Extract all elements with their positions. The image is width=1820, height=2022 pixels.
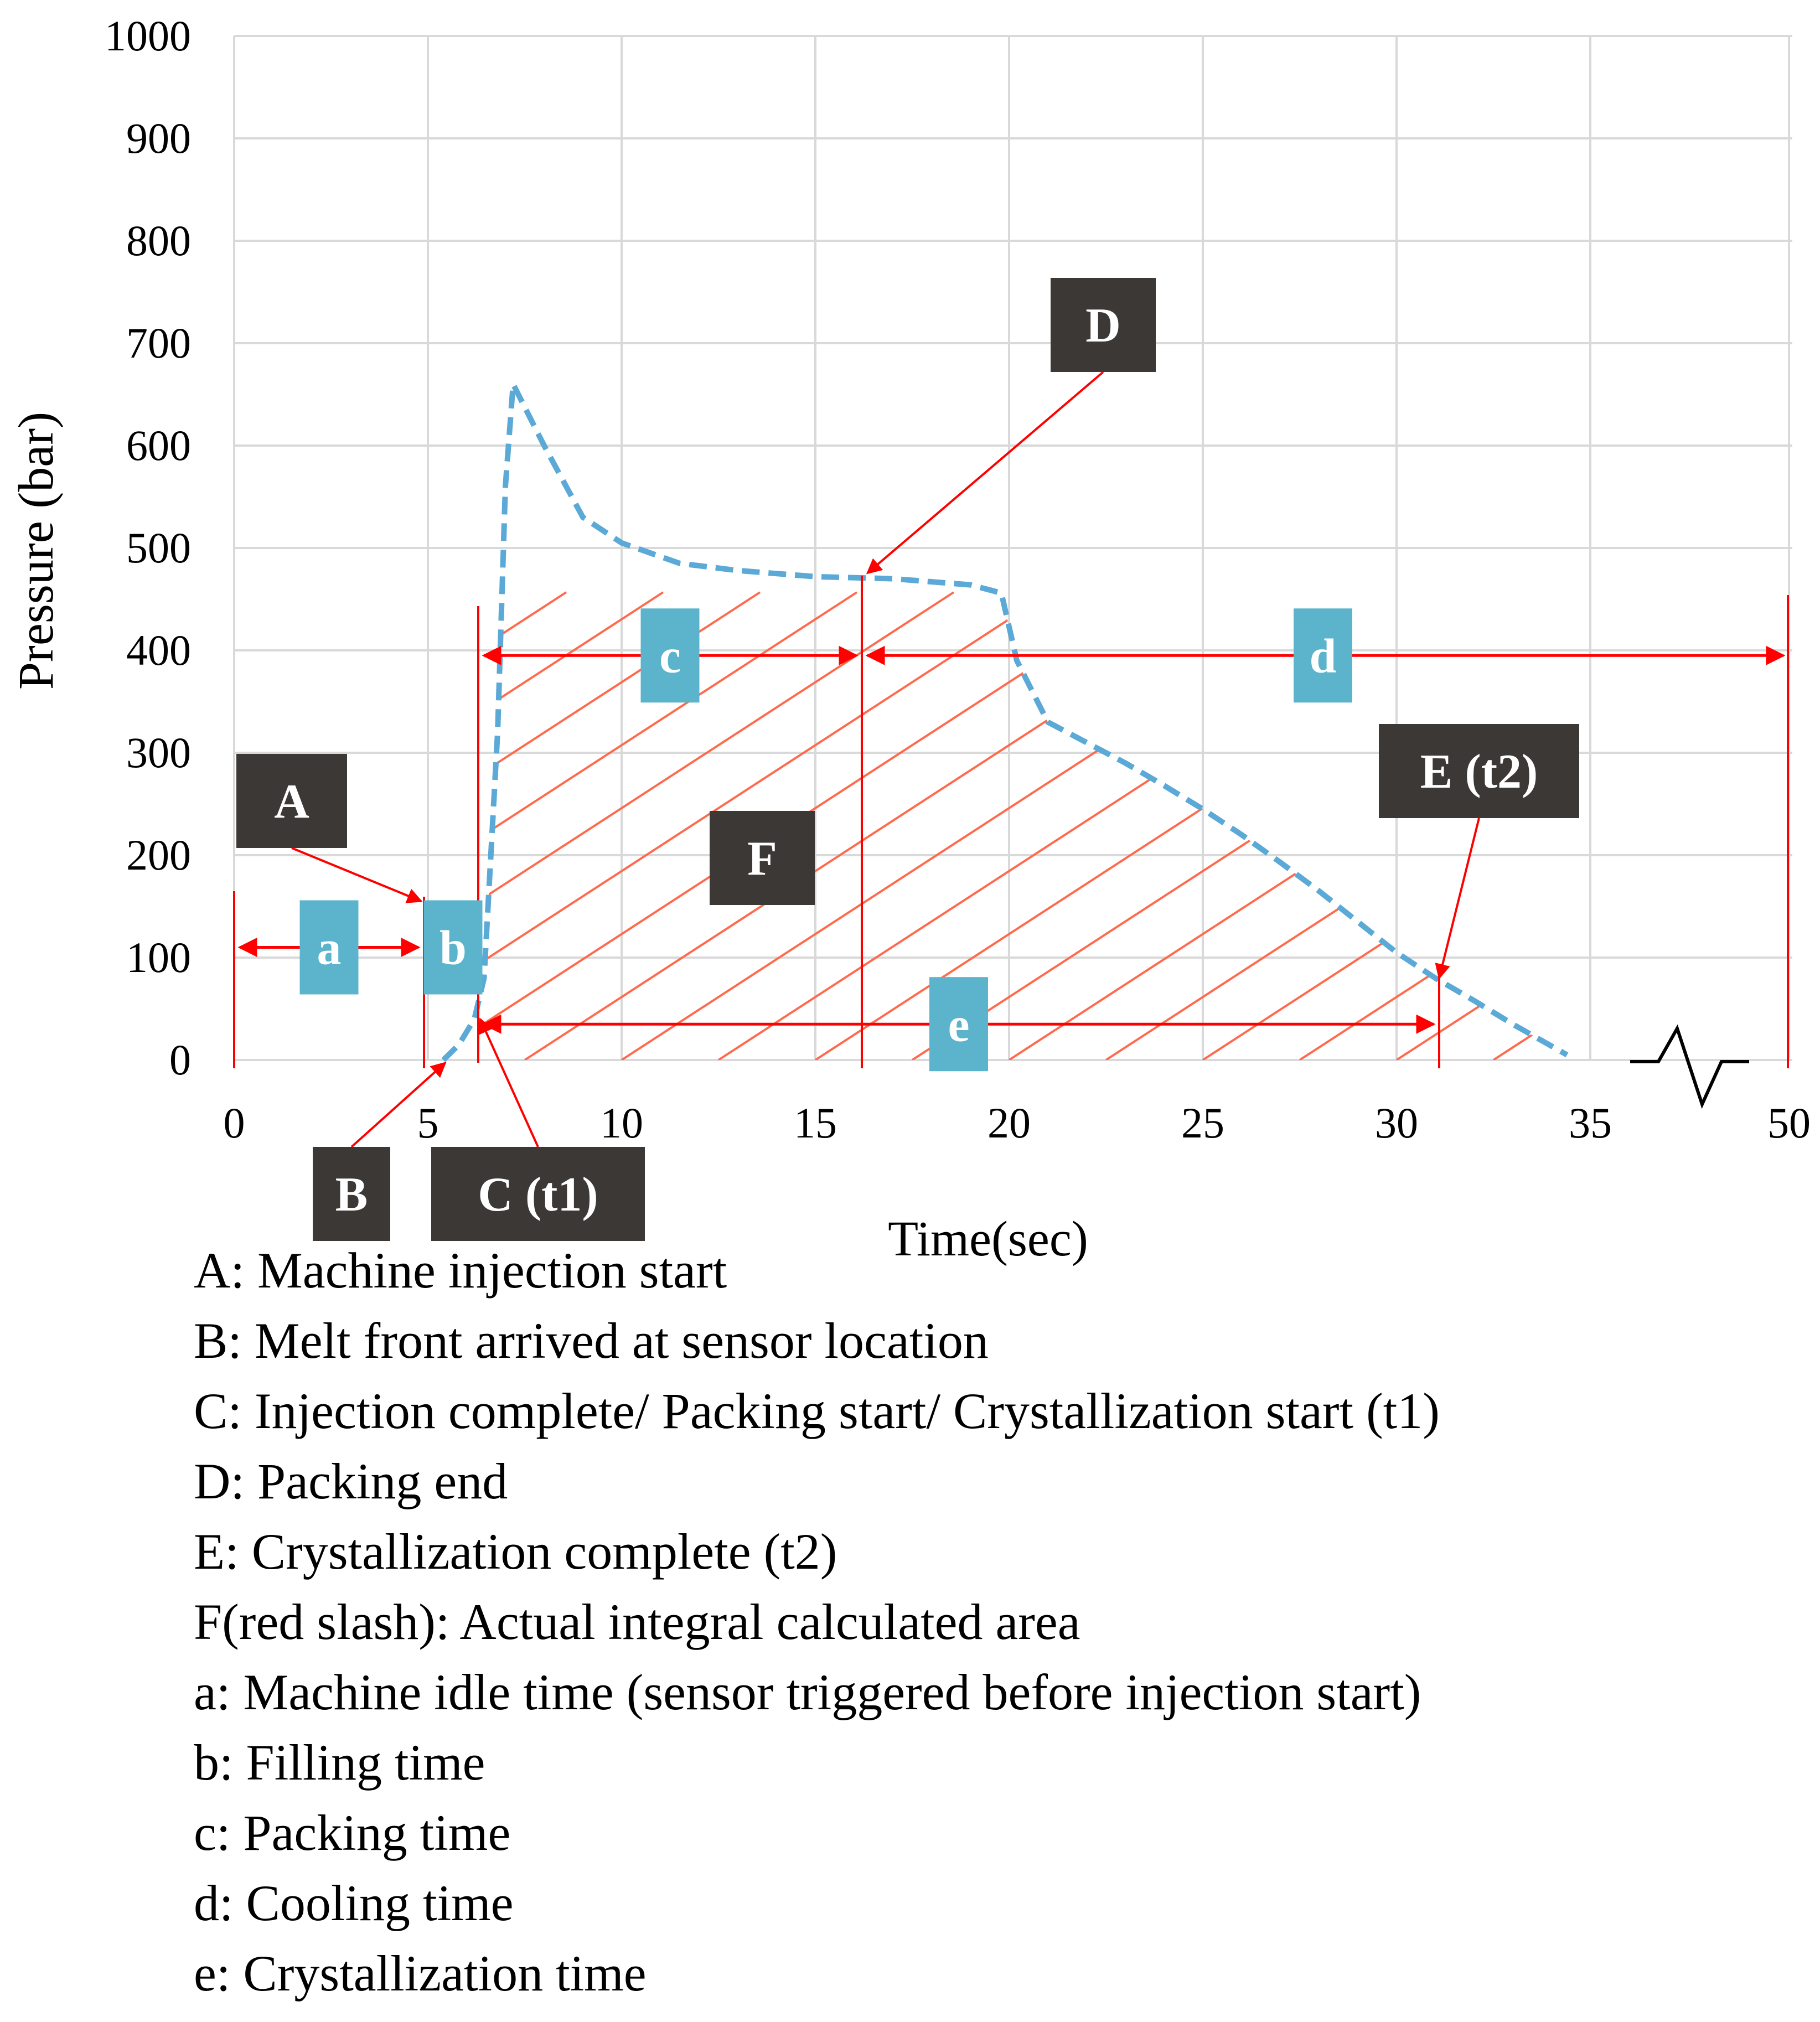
x-axis-tick-labels: 0 5 10 15 20 25 30 35 50 <box>224 1099 1811 1147</box>
point-label-b-box <box>313 1147 390 1241</box>
hatch-line <box>478 591 1052 1060</box>
point-label-f-text: F <box>747 832 777 886</box>
y-tick-label: 300 <box>126 728 191 777</box>
hatch-line <box>1590 592 1820 1060</box>
legend: A: Machine injection start B: Melt front… <box>194 1235 1799 2009</box>
interval-label-b-box <box>423 900 483 995</box>
interval-label-a-text: a <box>317 922 342 975</box>
hatch-line <box>524 591 1245 1060</box>
x-tick-label: 10 <box>600 1099 643 1147</box>
y-tick-label: 700 <box>126 319 191 367</box>
y-tick-label: 400 <box>126 626 191 674</box>
hatch-line <box>478 591 858 1060</box>
legend-item-d-lower: d: Cooling time <box>194 1875 514 1931</box>
y-tick-label: 800 <box>126 216 191 265</box>
interval-label-e-text: e <box>948 998 969 1052</box>
x-tick-label: 30 <box>1375 1099 1418 1147</box>
x-tick-label: 25 <box>1181 1099 1224 1147</box>
point-label-a-box <box>236 754 347 848</box>
interval-label-a-box <box>299 900 359 995</box>
axis-break-icon <box>1630 1024 1749 1109</box>
hatch-line <box>1105 591 1567 1060</box>
interval-label-c-box <box>640 608 700 703</box>
interval-label-d-box <box>1294 608 1352 703</box>
y-tick-label: 600 <box>126 421 191 469</box>
interval-label-d-text: d <box>1310 629 1337 683</box>
point-label-d-box <box>1051 278 1156 372</box>
y-tick-label: 200 <box>126 831 191 879</box>
legend-item-e-lower: e: Crystallization time <box>194 1945 647 2002</box>
legend-item-a-lower: a: Machine idle time (sensor triggered b… <box>194 1664 1421 1720</box>
hatch-line <box>478 591 664 1060</box>
point-label-c-box <box>431 1147 645 1241</box>
x-tick-label: 5 <box>417 1099 439 1147</box>
point-label-boxes: a b c d e A B C (t1) D E (t2) F <box>236 278 1579 1241</box>
y-tick-label: 500 <box>126 524 191 572</box>
hatch-line <box>1008 591 1567 1060</box>
point-label-f-box <box>710 811 815 905</box>
x-tick-label: 15 <box>794 1099 837 1147</box>
x-tick-label: 35 <box>1569 1099 1612 1147</box>
hatch-line <box>478 591 955 1060</box>
hatch-line <box>1299 591 1567 1060</box>
legend-item-a-upper: A: Machine injection start <box>194 1242 727 1299</box>
legend-item-e-upper: E: Crystallization complete (t2) <box>194 1523 837 1580</box>
callout-arrow-d <box>866 371 1104 575</box>
y-tick-label: 0 <box>169 1036 191 1084</box>
legend-item-b-upper: B: Melt front arrived at sensor location <box>194 1312 989 1369</box>
x-tick-label: 50 <box>1767 1099 1811 1147</box>
callout-arrow-c <box>479 1017 539 1147</box>
interval-label-e-box <box>929 977 988 1072</box>
point-label-e-text: E (t2) <box>1420 745 1538 799</box>
y-axis-tick-labels: 0 100 200 300 400 500 600 700 800 900 1000 <box>105 12 191 1084</box>
callout-arrow-b <box>350 1062 447 1148</box>
point-label-d-text: D <box>1085 299 1121 353</box>
legend-item-c-lower: c: Packing time <box>194 1804 511 1861</box>
point-label-c-text: C (t1) <box>478 1168 598 1222</box>
hatch-line <box>1687 592 1820 1060</box>
legend-item-b-lower: b: Filling time <box>194 1734 485 1791</box>
legend-item-d-upper: D: Packing end <box>194 1453 508 1509</box>
series-pressure-curve <box>441 381 1569 1062</box>
callout-arrow-e <box>1435 818 1480 980</box>
legend-item-f-upper: F(red slash): Actual integral calculated… <box>194 1594 1080 1650</box>
point-label-a-text: A <box>274 775 309 829</box>
hatch-line <box>1492 591 1567 1060</box>
hatch-line <box>814 591 1536 1060</box>
y-tick-label: 900 <box>126 114 191 162</box>
interval-label-c-text: c <box>659 629 681 683</box>
point-label-e-box <box>1379 724 1579 818</box>
interval-label-b-text: b <box>440 922 467 975</box>
callout-arrow-a <box>291 847 423 903</box>
legend-item-c-upper: C: Injection complete/ Packing start/ Cr… <box>194 1383 1440 1439</box>
x-tick-label: 20 <box>987 1099 1031 1147</box>
x-tick-label: 0 <box>224 1099 245 1147</box>
hatch-line <box>478 591 761 1060</box>
point-label-b-text: B <box>335 1168 368 1222</box>
y-axis-title: Pressure (bar) <box>9 412 64 690</box>
y-tick-label: 100 <box>126 933 191 981</box>
y-tick-label: 1000 <box>105 12 191 60</box>
x-axis-title: Time(sec) <box>888 1212 1088 1266</box>
